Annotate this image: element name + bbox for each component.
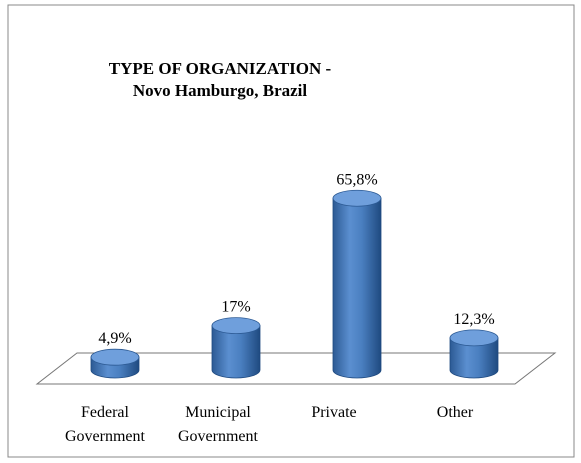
- value-label: 65,8%: [336, 171, 377, 188]
- x-tick-label: Private: [311, 404, 357, 421]
- cylinder-body: [449, 337, 499, 379]
- cylinder: [211, 317, 261, 379]
- chart-border: [7, 4, 575, 458]
- cylinder-top: [211, 317, 261, 335]
- cylinder: [90, 348, 140, 379]
- x-tick-label: Municipal Government: [178, 404, 258, 445]
- cylinder-body: [332, 197, 382, 379]
- cylinder-body: [211, 325, 261, 379]
- value-label: 12,3%: [453, 311, 494, 328]
- chart-title: TYPE OF ORGANIZATION - Novo Hamburgo, Br…: [108, 59, 332, 100]
- cylinder-top: [449, 329, 499, 347]
- value-label: 17%: [221, 299, 250, 316]
- cylinder-top: [332, 189, 382, 207]
- cylinder: [449, 329, 499, 379]
- value-label: 4,9%: [98, 330, 131, 347]
- x-tick-label: Federal Government: [65, 404, 145, 445]
- cylinder: [332, 189, 382, 379]
- x-tick-label: Other: [436, 404, 474, 421]
- floor: [35, 352, 557, 385]
- cylinder-top: [90, 348, 140, 366]
